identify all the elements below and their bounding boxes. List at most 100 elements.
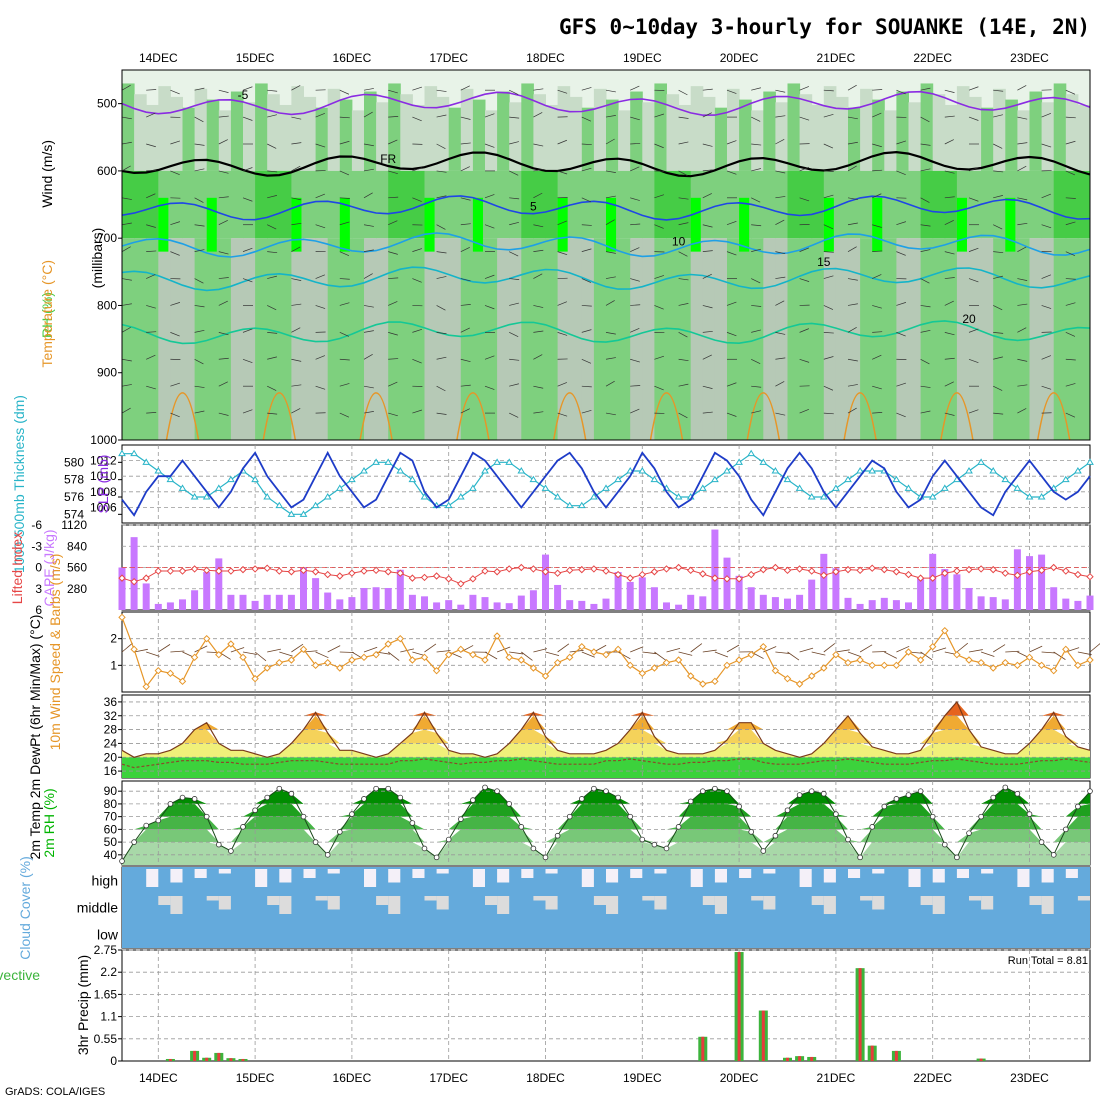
rh-band-low (448, 238, 462, 440)
rh-band-upper (908, 102, 922, 171)
cloud-gap (436, 896, 449, 910)
wind-barb (630, 166, 640, 172)
wind-barb (944, 89, 955, 93)
wind-barb (194, 385, 205, 388)
wind-barb (872, 274, 882, 279)
li-marker (408, 574, 417, 582)
surface-wind-barb (254, 651, 267, 662)
rh-marker (506, 801, 513, 807)
rh-marker (409, 820, 416, 826)
surface-wind-barb (158, 644, 171, 653)
wind-speed-marker (638, 669, 647, 678)
wind-barb (460, 384, 471, 387)
wind-speed-marker (953, 650, 961, 659)
li-marker (239, 565, 247, 574)
rh-marker (566, 813, 573, 820)
rh-band-upper (291, 86, 304, 171)
cloud-gap (1065, 869, 1078, 878)
thickness-tick: 576 (64, 490, 84, 504)
rh-band-mid (896, 170, 909, 239)
rh-band-low (134, 238, 147, 440)
rh-band-upper (848, 107, 861, 171)
cape-bar (638, 577, 646, 610)
date-label-bottom: 18DEC (526, 1071, 565, 1085)
wind-barb (121, 407, 131, 414)
cloud-gap (279, 869, 292, 883)
rh-band-upper (400, 94, 413, 171)
warm-contour (940, 392, 974, 441)
li-marker (783, 566, 792, 575)
rh-band-upper (243, 102, 256, 171)
wind-barb (581, 167, 592, 172)
wind-barb (872, 224, 882, 228)
wind-barb (484, 113, 495, 118)
wind-barb (388, 116, 399, 118)
li-marker (420, 573, 429, 582)
wind-barb (823, 89, 834, 92)
wind-barb (630, 408, 640, 414)
wind-barb (968, 167, 979, 172)
cape-bar (844, 597, 852, 610)
cape-bar (747, 587, 755, 610)
wind-barb (363, 385, 374, 389)
wind-barb (678, 303, 689, 306)
rh-band-mid (678, 170, 692, 239)
rh-band-upper (122, 83, 135, 171)
rh-marker (615, 794, 621, 801)
cape-bar (179, 599, 186, 610)
wind-barb (702, 385, 713, 389)
wind-barb (872, 412, 883, 414)
cape-bar (687, 594, 695, 610)
wind-barb (363, 88, 374, 91)
wind-barb (218, 89, 229, 93)
wind-speed-marker (686, 672, 695, 680)
wind-barb (484, 385, 495, 390)
wind-barb (388, 358, 399, 360)
wind-barb (291, 165, 301, 172)
rh-band-low (884, 238, 897, 440)
thickness-marker (698, 484, 707, 491)
cape-bar (1074, 600, 1082, 610)
precip-convective-bar (217, 1052, 221, 1061)
thickness-marker (202, 493, 211, 500)
wind-barb (581, 358, 592, 364)
rh-band-upper (763, 91, 776, 171)
wind-barb (533, 249, 544, 252)
cloud-gap (606, 869, 619, 883)
precip-convective-bar (701, 1036, 705, 1061)
wind-barb (775, 332, 786, 335)
wind-barb (267, 114, 277, 118)
wind-speed-marker (348, 656, 356, 664)
rh-marker (796, 792, 803, 798)
wind-barb (170, 89, 180, 95)
wind-barb (315, 385, 326, 390)
wind-speed-marker (941, 626, 949, 635)
rh-marker (881, 803, 888, 810)
cape-tick: 280 (67, 582, 87, 596)
rh-band-low (811, 238, 825, 440)
li-marker (1001, 569, 1010, 577)
wind-barb (702, 330, 713, 333)
wind-barb (944, 300, 954, 306)
wind-barb (1017, 142, 1028, 145)
thickness-marker (444, 501, 453, 509)
thickness-marker (517, 467, 526, 474)
wind-speed-marker (481, 656, 489, 664)
thickness-marker (553, 493, 562, 500)
wind-barb (194, 278, 204, 284)
cloud-gap (872, 869, 885, 874)
rh-band-upper (1077, 104, 1091, 171)
cape-bar (118, 567, 126, 610)
wind-speed-marker (1049, 666, 1058, 675)
wind-barb (799, 247, 810, 252)
rh-band (122, 816, 1090, 830)
rh-marker (542, 854, 549, 861)
wind-barb (702, 273, 712, 279)
cloud-gap (303, 869, 316, 878)
warm-contour (746, 392, 781, 441)
temperature-contour (121, 232, 1091, 258)
wind-speed-marker (299, 645, 308, 654)
rh-band-upper (896, 91, 909, 171)
li-marker (989, 565, 997, 574)
wind-barb (146, 193, 156, 199)
